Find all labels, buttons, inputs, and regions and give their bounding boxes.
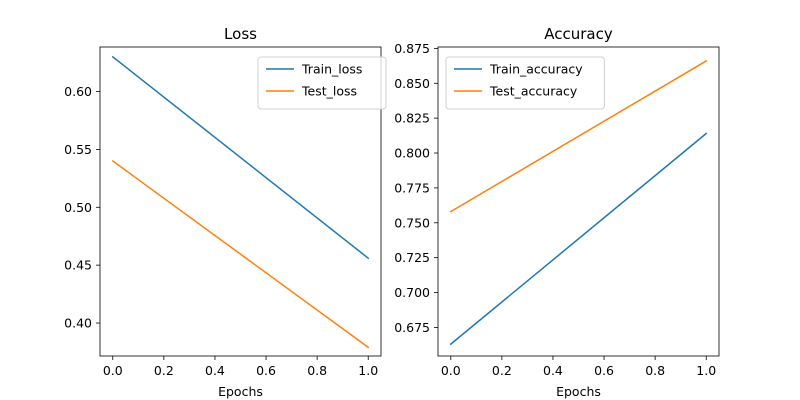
accuracy-chart-x-tick-label: 1.0 — [696, 363, 716, 378]
loss-chart-y-tick-label: 0.60 — [64, 84, 92, 99]
loss-chart-title: Loss — [224, 25, 257, 43]
loss-chart-axes-frame — [99, 46, 382, 357]
loss-chart-line-train-loss — [111, 55, 370, 260]
accuracy-chart-y-tick-label: 0.750 — [394, 215, 430, 230]
loss-chart-x-tick-label: 0.6 — [256, 363, 276, 378]
accuracy-chart-x-tick-label: 0.8 — [645, 363, 665, 378]
accuracy-chart-line-test-accuracy — [449, 59, 708, 213]
accuracy-chart-y-tick-label: 0.700 — [394, 285, 430, 300]
accuracy-chart-x-tick-label: 0.6 — [594, 363, 614, 378]
accuracy-chart-y-tick-label: 0.800 — [394, 146, 430, 161]
accuracy-chart-x-tick-label: 0.4 — [543, 363, 563, 378]
loss-chart-plot-area: 0.0 0.2 0.4 0.6 0.8 1.0 0.40 0.45 0.50 0.55 0.60 Tr… — [64, 46, 387, 378]
loss-chart-y-tick-label: 0.55 — [64, 142, 92, 157]
accuracy-chart-legend-label-test-accuracy: Test_accuracy — [489, 84, 578, 99]
accuracy-chart-y-tick-label: 0.725 — [394, 250, 430, 265]
loss-chart-legend: Train_loss Test_loss — [257, 56, 387, 110]
accuracy-chart-y-tick-label: 0.775 — [394, 180, 430, 195]
loss-chart-x-tick-label: 1.0 — [358, 363, 378, 378]
loss-chart: Loss Epochs 0.0 0.2 0.4 0.6 0.8 1.00.400.450.… — [64, 25, 387, 399]
loss-chart-legend-box — [257, 56, 387, 110]
accuracy-chart-legend-box — [445, 56, 605, 110]
accuracy-chart-x-tick-label: 0.2 — [492, 363, 512, 378]
accuracy-chart-y-tick-label: 0.875 — [394, 41, 430, 56]
loss-chart-y-tick-label: 0.45 — [64, 258, 92, 273]
accuracy-chart-plot-area: 0.0 0.2 0.4 0.6 0.8 1.0 0.675 0.700 0.725 0.750 0.… — [394, 41, 720, 378]
accuracy-chart-line-train-accuracy — [449, 132, 708, 346]
accuracy-chart-axes-frame — [437, 46, 720, 357]
accuracy-chart-title: Accuracy — [544, 25, 613, 43]
loss-chart-y-tick-label: 0.50 — [64, 200, 92, 215]
loss-chart-xlabel: Epochs — [218, 384, 263, 399]
accuracy-chart-y-tick-label: 0.675 — [394, 320, 430, 335]
loss-chart-line-test-loss — [111, 159, 370, 349]
accuracy-chart-x-tick-label: 0.0 — [441, 363, 461, 378]
loss-chart-y-tick-label: 0.40 — [64, 316, 92, 331]
loss-chart-x-tick-label: 0.4 — [205, 363, 225, 378]
accuracy-chart-y-tick-label: 0.850 — [394, 76, 430, 91]
accuracy-chart-legend: Train_accuracy Test_accuracy — [445, 56, 605, 110]
loss-chart-legend-label-test-loss: Test_loss — [301, 84, 357, 99]
accuracy-chart-xlabel: Epochs — [556, 384, 601, 399]
accuracy-chart-legend-label-train-accuracy: Train_accuracy — [489, 62, 583, 77]
loss-chart-legend-label-train-loss: Train_loss — [301, 62, 362, 77]
loss-chart-x-tick-label: 0.0 — [103, 363, 123, 378]
loss-chart-x-tick-label: 0.8 — [307, 363, 327, 378]
accuracy-chart-y-tick-label: 0.825 — [394, 111, 430, 126]
accuracy-chart: Accuracy Epochs 0.0 0.2 0.4 0.6 0.8 1.00.6750… — [394, 25, 720, 399]
loss-chart-x-tick-label: 0.2 — [154, 363, 174, 378]
